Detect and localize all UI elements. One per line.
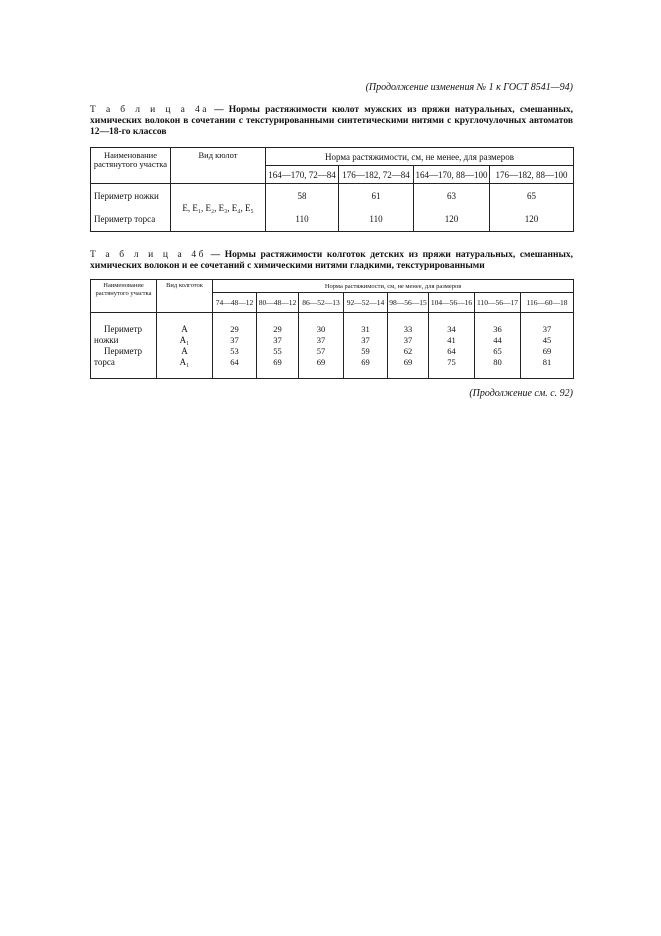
value-cell: 65 — [488, 183, 575, 208]
value-column: 37 45 69 81 — [519, 312, 575, 379]
size-header: 176—182, 88—100 — [488, 165, 575, 184]
value-column: 36 44 65 80 — [474, 312, 521, 379]
table-4a-label: Т а б л и ц а 4а — [90, 105, 209, 115]
value-cell: 120 — [488, 207, 575, 232]
table-4b-title: — Нормы растяжимости колготок детских из… — [90, 250, 573, 271]
value-column: 33 37 62 69 — [387, 312, 429, 379]
value-cell: 110 — [265, 207, 339, 232]
value-cell: 69 — [403, 356, 413, 367]
value-cell: 37 — [273, 334, 282, 345]
value-cell: 53 — [230, 345, 239, 356]
value-column: 29 37 55 69 — [256, 312, 299, 379]
row-name: Периметр — [104, 323, 143, 334]
row-name: Периметр торса — [90, 207, 171, 232]
value-cell: 75 — [447, 356, 456, 367]
table-4a-caption: Т а б л и ц а 4а — Нормы растяжимости кю… — [90, 105, 573, 138]
value-cell: 69 — [361, 356, 370, 367]
table-4b-caption: Т а б л и ц а 4б — Нормы растяжимости ко… — [90, 250, 573, 272]
size-header: 74—48—12 — [212, 292, 257, 313]
value-cell: 57 — [316, 345, 326, 356]
value-cell: 37 — [403, 334, 413, 345]
value-cell: 61 — [338, 183, 414, 208]
row-name: Периметр ножки — [90, 183, 171, 208]
value-cell: 64 — [230, 356, 239, 367]
value-cell: 55 — [273, 345, 282, 356]
type-cell: Е, Е₁, Е₂, Е₃, Е₄, Е₅ — [170, 183, 266, 232]
footer-continuation: (Продолжение см. с. 92) — [469, 388, 573, 399]
value-cell: 110 — [338, 207, 414, 232]
col-header-norm: Норма растяжимости, см, не менее, для ра… — [264, 147, 575, 166]
type-value: А — [181, 323, 188, 334]
value-cell: 81 — [542, 356, 552, 367]
col-header-type: Вид колготок — [156, 279, 213, 313]
table-4b-label: Т а б л и ц а 4б — [90, 250, 206, 260]
value-cell: 37 — [230, 334, 239, 345]
value-cell: 34 — [447, 323, 456, 334]
type-value: А₁ — [179, 356, 190, 367]
value-cell: 31 — [361, 323, 370, 334]
col-header-norm: Норма растяжимости, см, не менее, для ра… — [211, 279, 575, 293]
value-cell: 63 — [413, 183, 490, 208]
table-4a: Наименование растянутого участка Вид кюл… — [90, 147, 575, 232]
value-cell: 29 — [230, 323, 239, 334]
row-name: Периметр — [104, 345, 143, 356]
value-cell: 37 — [361, 334, 370, 345]
value-cell: 58 — [265, 183, 339, 208]
value-cell: 69 — [542, 345, 552, 356]
header-continuation: (Продолжение изменения № 1 к ГОСТ 8541—9… — [365, 82, 573, 93]
col-header-name: Наименование растянутого участка — [90, 147, 171, 184]
value-cell: 29 — [273, 323, 282, 334]
table-row: Периметр ножки Е, Е₁, Е₂, Е₃, Е₄, Е₅ 58 … — [90, 183, 575, 232]
value-cell: 64 — [447, 345, 456, 356]
value-column: 34 41 64 75 — [428, 312, 475, 379]
value-column: 31 37 59 69 — [343, 312, 388, 379]
value-cell: 37 — [542, 323, 552, 334]
value-column: 30 37 57 69 — [298, 312, 344, 379]
size-header: 98—56—15 — [387, 292, 429, 313]
size-header: 176—182, 72—84 — [338, 165, 414, 184]
table-4b: Наименование растянутого участка Вид кол… — [90, 279, 575, 379]
row-names: Периметр ножки Периметр торса — [90, 312, 157, 379]
value-cell: 69 — [316, 356, 326, 367]
value-cell: 62 — [403, 345, 413, 356]
size-header: 164—170, 72—84 — [265, 165, 339, 184]
value-cell: 36 — [493, 323, 502, 334]
size-header: 110—56—17 — [474, 292, 521, 313]
value-cell: 80 — [493, 356, 502, 367]
value-cell: 120 — [413, 207, 490, 232]
size-header: 92—52—14 — [343, 292, 388, 313]
value-cell: 69 — [273, 356, 282, 367]
row-name: торса — [94, 356, 115, 367]
table-row: Периметр торса 110 110 120 120 — [90, 207, 575, 232]
value-cell: 33 — [403, 323, 413, 334]
value-cell: 59 — [361, 345, 370, 356]
col-header-type: Вид кюлот — [170, 147, 266, 184]
table-4a-title: — Нормы растяжимости кюлот мужских из пр… — [90, 105, 573, 137]
value-cell: 41 — [447, 334, 456, 345]
table-body-row: Периметр ножки Периметр торса А А₁ А А₁ … — [90, 312, 575, 379]
value-column: 29 37 53 64 — [212, 312, 257, 379]
value-cell: 30 — [316, 323, 326, 334]
size-header: 104—56—16 — [428, 292, 475, 313]
types-cell: А А₁ А А₁ — [156, 312, 213, 379]
value-cell: 65 — [493, 345, 502, 356]
row-name: ножки — [94, 334, 119, 345]
size-header: 116—60—18 — [519, 292, 575, 313]
size-header: 164—170, 88—100 — [413, 165, 490, 184]
value-cell: 44 — [493, 334, 502, 345]
col-header-name: Наименование растянутого участка — [90, 279, 157, 313]
type-value: А₁ — [179, 334, 190, 345]
type-value: А — [181, 345, 188, 356]
value-cell: 37 — [316, 334, 326, 345]
value-cell: 45 — [542, 334, 552, 345]
size-header: 86—52—13 — [298, 292, 344, 313]
size-header: 80—48—12 — [256, 292, 299, 313]
